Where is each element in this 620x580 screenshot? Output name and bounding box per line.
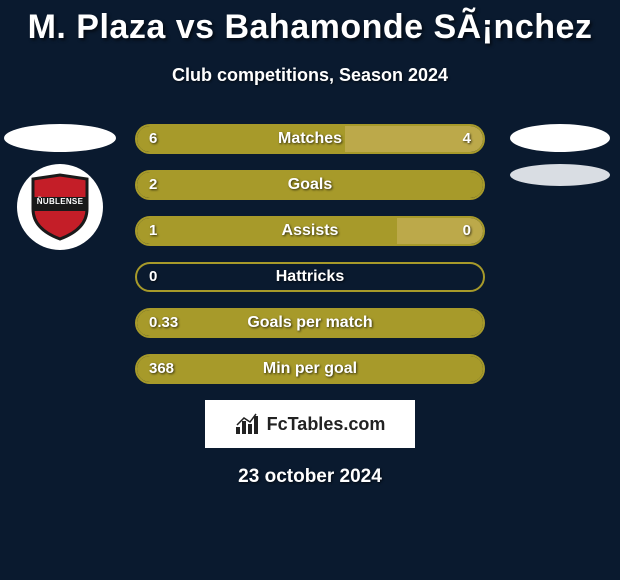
player2-team-logo-placeholder-1	[510, 124, 610, 152]
shield-icon: ÑUBLENSE	[29, 173, 91, 241]
player1-team-logo-placeholder	[4, 124, 116, 152]
stat-label: Hattricks	[137, 264, 483, 290]
stat-bar-fill-left	[137, 356, 483, 382]
stat-bar-row: 368Min per goal	[135, 354, 485, 384]
stat-value-right: 0	[463, 218, 471, 244]
stat-value-left: 6	[149, 126, 157, 152]
stat-bar-fill-left	[137, 310, 483, 336]
stat-bar-row: 64Matches	[135, 124, 485, 154]
club-badge-text: ÑUBLENSE	[29, 197, 91, 206]
comparison-panel: ÑUBLENSE 64Matches2Goals10Assists0Hattri…	[0, 124, 620, 488]
stat-bar-row: 10Assists	[135, 216, 485, 246]
stat-value-left: 0	[149, 264, 157, 290]
credit-box: FcTables.com	[205, 400, 415, 448]
stat-bar-fill-left	[137, 172, 483, 198]
stat-value-left: 2	[149, 172, 157, 198]
bars-icon	[235, 413, 261, 435]
player1-logos: ÑUBLENSE	[0, 124, 120, 250]
stat-bar-fill-left	[137, 126, 345, 152]
stat-bar-row: 0.33Goals per match	[135, 308, 485, 338]
stat-value-left: 0.33	[149, 310, 178, 336]
stat-bar-fill-left	[137, 218, 397, 244]
stat-bar-row: 2Goals	[135, 170, 485, 200]
credit-text: FcTables.com	[267, 414, 386, 435]
player2-team-logo-placeholder-2	[510, 164, 610, 186]
stat-value-left: 368	[149, 356, 174, 382]
stat-value-right: 4	[463, 126, 471, 152]
stat-value-left: 1	[149, 218, 157, 244]
stat-bars: 64Matches2Goals10Assists0Hattricks0.33Go…	[135, 124, 485, 384]
page-title: M. Plaza vs Bahamonde SÃ¡nchez	[0, 0, 620, 47]
subtitle: Club competitions, Season 2024	[0, 65, 620, 86]
player2-logos	[500, 124, 620, 198]
stat-bar-row: 0Hattricks	[135, 262, 485, 292]
player1-club-badge: ÑUBLENSE	[17, 164, 103, 250]
date-line: 23 october 2024	[0, 466, 620, 488]
